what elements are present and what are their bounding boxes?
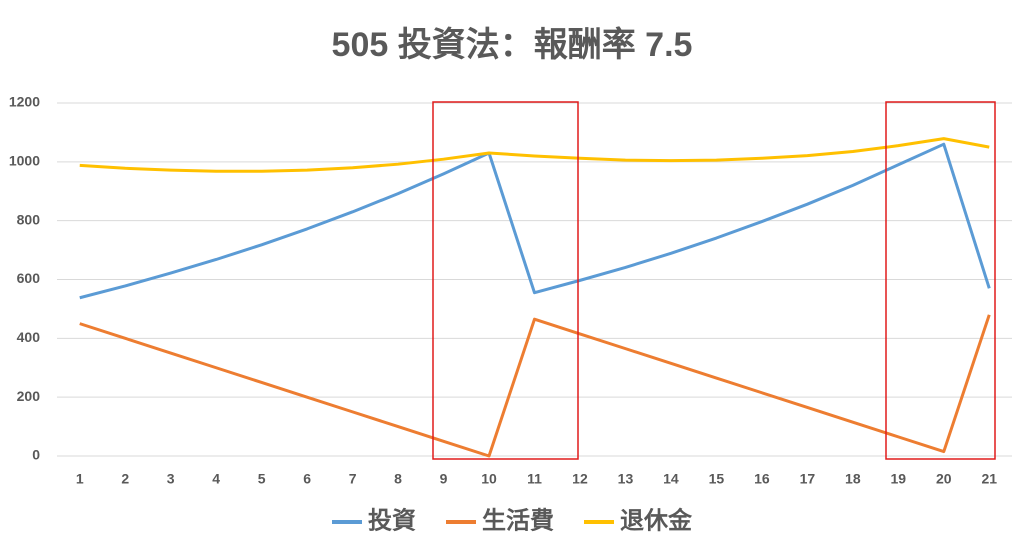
x-tick-label: 15 [709,471,725,487]
x-tick-label: 2 [121,471,129,487]
legend-label: 退休金 [620,506,693,534]
y-tick-label: 200 [17,388,41,404]
x-tick-label: 21 [981,471,997,487]
x-tick-label: 20 [936,471,952,487]
x-tick-label: 18 [845,471,861,487]
x-tick-label: 10 [481,471,497,487]
x-tick-label: 4 [212,471,220,487]
x-tick-label: 3 [167,471,175,487]
chart-title: 505 投資法：報酬率 7.5 [332,26,693,64]
legend: 投資 生活費 退休金 [332,506,693,534]
x-tick-label: 12 [572,471,588,487]
y-tick-label: 600 [17,270,41,286]
x-tick-label: 19 [891,471,907,487]
x-tick-label: 8 [394,471,402,487]
x-tick-label: 9 [440,471,448,487]
legend-label: 投資 [368,507,416,534]
legend-label: 生活費 [482,507,554,534]
line-series [79,142,991,300]
x-tick-label: 1 [76,471,84,487]
x-tick-label: 13 [618,471,634,487]
x-tick-label: 5 [258,471,266,487]
highlight-box [432,101,579,460]
x-tick-label: 16 [754,471,770,487]
line-series [79,314,991,458]
highlight-box [885,101,996,460]
y-tick-label: 1200 [9,94,40,110]
y-tick-label: 400 [17,329,41,345]
x-tick-label: 11 [527,471,542,487]
x-tick-label: 7 [349,471,357,487]
x-tick-label: 14 [663,471,679,487]
x-tick-label: 6 [303,471,311,487]
y-tick-label: 800 [17,211,41,227]
y-tick-label: 0 [32,447,40,463]
y-tick-label: 1000 [9,153,40,169]
line-series [79,137,990,173]
x-tick-label: 17 [800,471,816,487]
